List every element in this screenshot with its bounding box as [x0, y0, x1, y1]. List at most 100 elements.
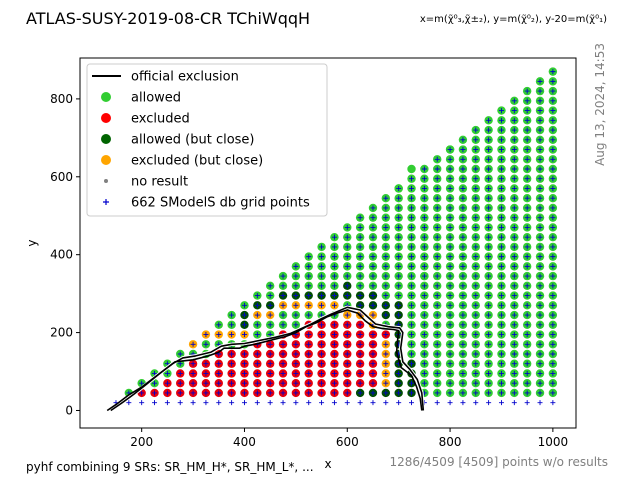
grid-point-marker	[409, 283, 415, 289]
grid-point-marker	[434, 283, 440, 289]
grid-point-marker	[498, 400, 504, 406]
grid-point-marker	[306, 293, 312, 299]
grid-point-marker	[331, 273, 337, 279]
grid-point-marker	[383, 195, 389, 201]
grid-point-marker	[357, 351, 363, 357]
grid-point-marker	[344, 293, 350, 299]
grid-point-marker	[524, 254, 530, 260]
grid-point-marker	[511, 224, 517, 230]
grid-point-marker	[447, 156, 453, 162]
grid-point-marker	[396, 234, 402, 240]
grid-point-marker	[537, 302, 543, 308]
grid-point-marker	[331, 254, 337, 260]
footer-analysis-note: pyhf combining 9 SRs: SR_HM_H*, SR_HM_L*…	[26, 460, 314, 474]
grid-point-marker	[486, 273, 492, 279]
grid-point-marker	[537, 263, 543, 269]
grid-point-marker	[370, 370, 376, 376]
grid-point-marker	[293, 370, 299, 376]
grid-point-marker	[280, 341, 286, 347]
grid-point-marker	[164, 361, 170, 367]
grid-point-marker	[486, 205, 492, 211]
grid-point-marker	[486, 302, 492, 308]
allowed-point	[407, 164, 416, 174]
grid-point-marker	[511, 205, 517, 211]
legend-swatch	[101, 113, 111, 123]
grid-point-marker	[537, 400, 543, 406]
legend-swatch	[101, 134, 111, 144]
grid-point-marker	[267, 302, 273, 308]
grid-point-marker	[383, 361, 389, 367]
grid-point-marker	[409, 312, 415, 318]
grid-point-marker	[421, 263, 427, 269]
legend: official exclusion allowed excluded allowed…	[86, 63, 328, 217]
grid-point-marker	[511, 332, 517, 338]
grid-point-marker	[511, 244, 517, 250]
grid-point-marker	[434, 312, 440, 318]
grid-point-marker	[447, 332, 453, 338]
grid-point-marker	[511, 117, 517, 123]
grid-point-marker	[460, 380, 466, 386]
grid-point-marker	[306, 361, 312, 367]
grid-point-marker	[511, 137, 517, 143]
grid-point-marker	[460, 322, 466, 328]
grid-point-marker	[511, 273, 517, 279]
grid-point-marker	[293, 380, 299, 386]
grid-point-marker	[216, 390, 222, 396]
grid-point-marker	[216, 370, 222, 376]
grid-point-marker	[473, 205, 479, 211]
grid-point-marker	[370, 351, 376, 357]
axis-ticks: 200 400 600 800 1000 0 200 400 600 800	[50, 92, 568, 449]
grid-point-marker	[280, 283, 286, 289]
grid-point-marker	[524, 117, 530, 123]
grid-point-marker	[473, 147, 479, 153]
grid-point-marker	[370, 400, 376, 406]
grid-point-marker	[537, 108, 543, 114]
grid-point-marker	[498, 117, 504, 123]
grid-point-marker	[434, 293, 440, 299]
grid-point-marker	[447, 263, 453, 269]
grid-point-marker	[331, 341, 337, 347]
grid-point-marker	[293, 302, 299, 308]
grid-point-marker	[293, 322, 299, 328]
grid-point-marker	[280, 390, 286, 396]
chart-title: ATLAS-SUSY-2019-08-CR TChiWqqH	[26, 9, 310, 28]
grid-point-marker	[511, 293, 517, 299]
grid-point-marker	[280, 380, 286, 386]
grid-point-marker	[473, 185, 479, 191]
grid-point-marker	[460, 137, 466, 143]
grid-point-marker	[280, 361, 286, 367]
grid-point-marker	[331, 380, 337, 386]
grid-point-marker	[383, 351, 389, 357]
grid-point-marker	[421, 234, 427, 240]
grid-point-marker	[267, 341, 273, 347]
grid-point-marker	[229, 370, 235, 376]
grid-point-marker	[486, 293, 492, 299]
grid-point-marker	[524, 108, 530, 114]
grid-point-marker	[319, 332, 325, 338]
grid-point-marker	[524, 380, 530, 386]
grid-point-marker	[434, 254, 440, 260]
grid-point-marker	[550, 293, 556, 299]
grid-point-marker	[409, 361, 415, 367]
grid-point-marker	[473, 195, 479, 201]
grid-point-marker	[447, 185, 453, 191]
grid-point-marker	[537, 147, 543, 153]
grid-point-marker	[306, 302, 312, 308]
grid-point-marker	[229, 332, 235, 338]
grid-point-marker	[409, 185, 415, 191]
legend-label: no result	[131, 175, 188, 190]
grid-point-marker	[447, 283, 453, 289]
x-tick-label: 600	[336, 435, 359, 449]
grid-point-marker	[511, 263, 517, 269]
grid-point-marker	[190, 361, 196, 367]
grid-point-marker	[537, 205, 543, 211]
grid-point-marker	[421, 273, 427, 279]
grid-point-marker	[229, 351, 235, 357]
grid-point-marker	[344, 254, 350, 260]
grid-point-marker	[447, 293, 453, 299]
grid-point-marker	[421, 302, 427, 308]
grid-point-marker	[447, 302, 453, 308]
grid-point-marker	[331, 322, 337, 328]
grid-point-marker	[152, 400, 158, 406]
grid-point-marker	[434, 341, 440, 347]
